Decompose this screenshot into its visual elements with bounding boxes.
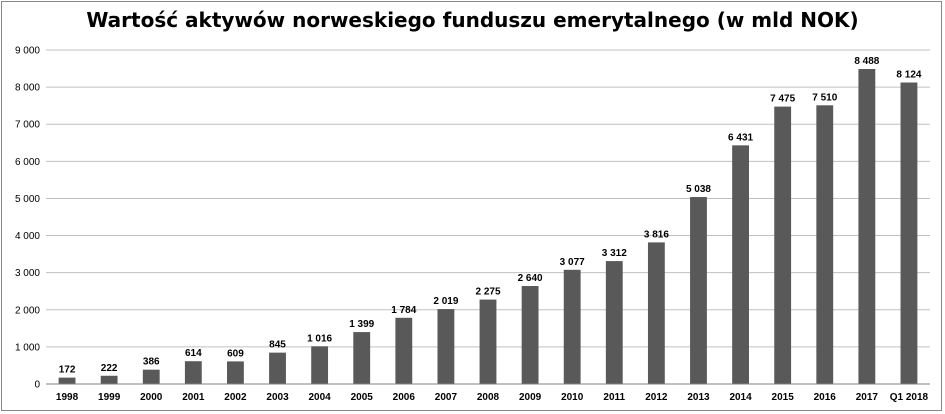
bar-2011	[605, 261, 623, 384]
bar-2013	[690, 197, 707, 384]
x-tick-label: 2016	[814, 392, 837, 403]
data-label: 2 019	[433, 296, 458, 307]
data-label: 8 124	[896, 70, 921, 81]
x-tick-label: 2013	[687, 392, 710, 403]
data-label: 3 816	[644, 229, 669, 240]
bar-2012	[647, 242, 665, 384]
bar-2017	[858, 69, 876, 384]
x-tick-label: 2001	[182, 392, 205, 403]
x-tick-label: 2010	[561, 392, 584, 403]
data-label: 8 488	[854, 56, 879, 67]
bar-2007	[437, 309, 455, 384]
bar-2003	[269, 352, 286, 384]
bar-q1-2018	[900, 82, 918, 384]
bar-2006	[395, 317, 413, 384]
data-labels: 172 222 386 614 609 845 1 016 1 399 1 784 2 019 2 …	[59, 56, 922, 376]
data-label: 5 038	[686, 184, 711, 195]
y-tick-label: 5 000	[15, 194, 40, 205]
x-tick-label: Q1 2018	[890, 392, 929, 403]
x-tick-label: 2015	[772, 392, 795, 403]
x-tick-label: 2012	[645, 392, 668, 403]
x-axis-ticks: 1998 1999 2000 2001 2002 2003 2004 2005 2006 2007…	[56, 392, 929, 403]
bar-2000	[142, 369, 160, 384]
bar-2001	[184, 361, 202, 384]
data-label: 2 275	[475, 287, 500, 298]
data-label: 3 312	[602, 248, 627, 259]
data-label: 845	[269, 340, 286, 351]
data-label: 7 510	[812, 92, 837, 103]
x-tick-label: 2009	[519, 392, 542, 403]
x-tick-label: 2003	[266, 392, 289, 403]
data-label: 1 399	[349, 319, 374, 330]
data-label: 1 784	[391, 305, 416, 316]
bar-2009	[521, 286, 539, 384]
x-tick-label: 2007	[435, 392, 458, 403]
bar-2004	[311, 346, 329, 384]
x-tick-label: 2005	[351, 392, 374, 403]
bars	[58, 69, 918, 384]
y-tick-label: 4 000	[15, 231, 40, 242]
y-axis-ticks: 0 1 000 2 000 3 000 4 000 5 000 6 000 7 000 8 00…	[15, 46, 40, 391]
y-tick-label: 0	[34, 380, 40, 391]
x-tick-label: 1999	[98, 392, 121, 403]
bar-2010	[563, 269, 581, 384]
bar-2002	[227, 361, 244, 384]
y-tick-label: 1 000	[15, 342, 40, 353]
x-tick-label: 2000	[140, 392, 163, 403]
data-label: 609	[227, 348, 244, 359]
chart-title: Wartość aktywów norweskiego funduszu eme…	[86, 8, 859, 32]
data-label: 1 016	[307, 333, 332, 344]
x-tick-label: 2008	[477, 392, 500, 403]
bar-2005	[353, 332, 371, 384]
x-tick-label: 2004	[308, 392, 331, 403]
y-tick-label: 6 000	[15, 157, 40, 168]
bar-1998	[58, 377, 76, 384]
data-label: 3 077	[560, 257, 585, 268]
bar-2008	[479, 299, 497, 384]
data-label: 6 431	[728, 132, 753, 143]
bar-2015	[774, 106, 792, 384]
data-label: 2 640	[518, 273, 543, 284]
y-tick-label: 8 000	[15, 83, 40, 94]
data-label: 222	[101, 363, 118, 374]
x-tick-label: 2017	[856, 392, 879, 403]
data-label: 614	[185, 348, 202, 359]
y-tick-label: 9 000	[15, 46, 40, 57]
bar-1999	[100, 375, 118, 384]
x-tick-label: 1998	[56, 392, 79, 403]
data-label: 7 475	[770, 94, 795, 105]
bar-2014	[732, 145, 749, 384]
y-tick-label: 3 000	[15, 268, 40, 279]
x-tick-label: 2011	[603, 392, 625, 403]
y-tick-label: 2 000	[15, 305, 40, 316]
x-tick-label: 2006	[393, 392, 416, 403]
data-label: 386	[143, 357, 160, 368]
y-tick-label: 7 000	[15, 120, 40, 131]
x-tick-label: 2014	[729, 392, 752, 403]
bar-2016	[816, 105, 834, 384]
data-label: 172	[59, 365, 76, 376]
x-tick-label: 2002	[224, 392, 247, 403]
